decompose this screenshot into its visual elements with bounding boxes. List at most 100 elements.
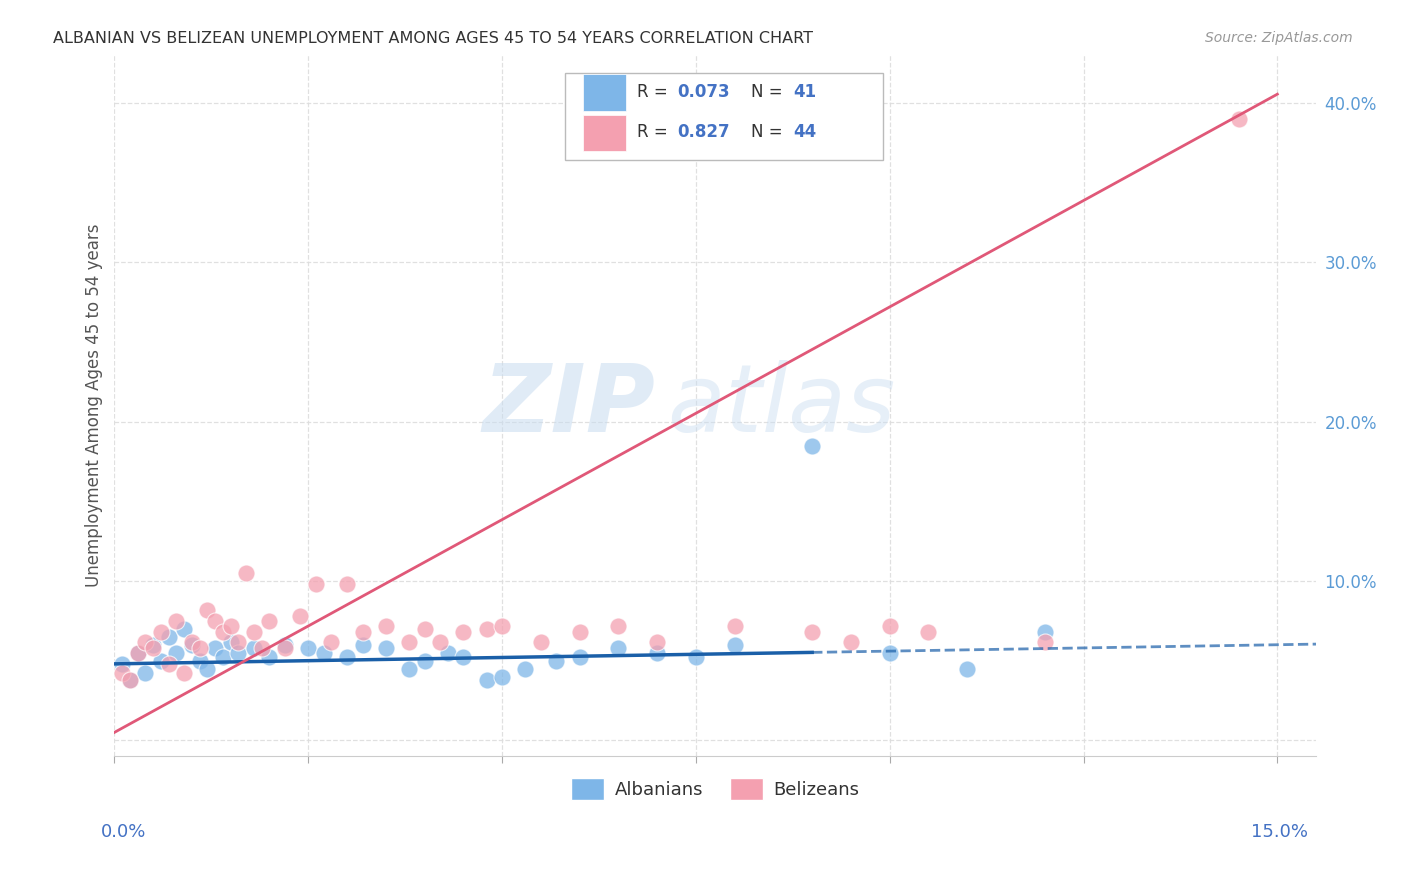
Point xyxy=(801,438,824,452)
Point xyxy=(321,634,343,648)
Point xyxy=(413,654,436,668)
FancyBboxPatch shape xyxy=(565,72,883,161)
Point xyxy=(917,625,939,640)
Point xyxy=(352,625,374,640)
Point xyxy=(204,614,226,628)
Text: 15.0%: 15.0% xyxy=(1250,822,1308,840)
Text: 44: 44 xyxy=(793,123,817,141)
Point xyxy=(181,634,204,648)
Point xyxy=(491,618,513,632)
Point xyxy=(111,657,134,671)
FancyBboxPatch shape xyxy=(583,74,626,111)
Point xyxy=(149,654,172,668)
Point xyxy=(188,654,211,668)
Point xyxy=(607,640,630,655)
Point xyxy=(197,662,219,676)
Point xyxy=(491,670,513,684)
Point xyxy=(127,646,149,660)
Point xyxy=(173,622,195,636)
Point xyxy=(398,634,420,648)
Point xyxy=(259,650,281,665)
Text: ALBANIAN VS BELIZEAN UNEMPLOYMENT AMONG AGES 45 TO 54 YEARS CORRELATION CHART: ALBANIAN VS BELIZEAN UNEMPLOYMENT AMONG … xyxy=(53,31,814,46)
Point xyxy=(127,646,149,660)
Point xyxy=(515,662,537,676)
Point xyxy=(243,625,266,640)
Text: atlas: atlas xyxy=(668,360,896,451)
Point xyxy=(374,640,396,655)
Point xyxy=(1033,634,1056,648)
Text: N =: N = xyxy=(751,123,789,141)
Point xyxy=(1227,112,1250,126)
Point xyxy=(259,614,281,628)
Point xyxy=(134,666,156,681)
Point xyxy=(429,634,451,648)
Point xyxy=(685,650,707,665)
Point xyxy=(879,618,901,632)
Point xyxy=(188,640,211,655)
Point xyxy=(197,603,219,617)
Point xyxy=(204,640,226,655)
Point xyxy=(336,577,359,591)
Point xyxy=(475,673,498,687)
Point xyxy=(398,662,420,676)
Point xyxy=(118,673,141,687)
Point xyxy=(111,666,134,681)
Point xyxy=(568,625,591,640)
Point xyxy=(134,634,156,648)
Point xyxy=(173,666,195,681)
Point xyxy=(290,609,312,624)
Point xyxy=(546,654,568,668)
Point xyxy=(879,646,901,660)
Point xyxy=(413,622,436,636)
Point xyxy=(336,650,359,665)
Point xyxy=(181,638,204,652)
Text: 0.827: 0.827 xyxy=(676,123,730,141)
Point xyxy=(645,646,668,660)
Point xyxy=(250,640,273,655)
Text: R =: R = xyxy=(637,123,673,141)
Point xyxy=(274,638,297,652)
Text: 0.0%: 0.0% xyxy=(101,822,146,840)
Point xyxy=(165,614,187,628)
Text: 0.073: 0.073 xyxy=(676,83,730,101)
Point xyxy=(956,662,979,676)
Point xyxy=(475,622,498,636)
Point xyxy=(165,646,187,660)
Point xyxy=(801,625,824,640)
Point xyxy=(142,638,165,652)
Point xyxy=(453,625,475,640)
Point xyxy=(312,646,335,660)
Point xyxy=(157,630,180,644)
Text: ZIP: ZIP xyxy=(482,359,655,451)
Point xyxy=(142,640,165,655)
Point xyxy=(157,657,180,671)
Point xyxy=(219,618,242,632)
Point xyxy=(297,640,319,655)
Point xyxy=(724,638,747,652)
Legend: Albanians, Belizeans: Albanians, Belizeans xyxy=(564,771,866,807)
Text: N =: N = xyxy=(751,83,789,101)
FancyBboxPatch shape xyxy=(583,114,626,151)
Point xyxy=(228,646,250,660)
Text: Source: ZipAtlas.com: Source: ZipAtlas.com xyxy=(1205,31,1353,45)
Text: 41: 41 xyxy=(793,83,817,101)
Point xyxy=(212,650,235,665)
Point xyxy=(235,566,257,580)
Point xyxy=(149,625,172,640)
Y-axis label: Unemployment Among Ages 45 to 54 years: Unemployment Among Ages 45 to 54 years xyxy=(86,224,103,588)
Point xyxy=(453,650,475,665)
Point xyxy=(274,640,297,655)
Point xyxy=(1033,625,1056,640)
Point xyxy=(724,618,747,632)
Point xyxy=(305,577,328,591)
Point xyxy=(436,646,458,660)
Point xyxy=(839,634,862,648)
Point xyxy=(607,618,630,632)
Point xyxy=(228,634,250,648)
Point xyxy=(645,634,668,648)
Point xyxy=(219,634,242,648)
Point xyxy=(243,640,266,655)
Point xyxy=(212,625,235,640)
Point xyxy=(352,638,374,652)
Text: R =: R = xyxy=(637,83,673,101)
